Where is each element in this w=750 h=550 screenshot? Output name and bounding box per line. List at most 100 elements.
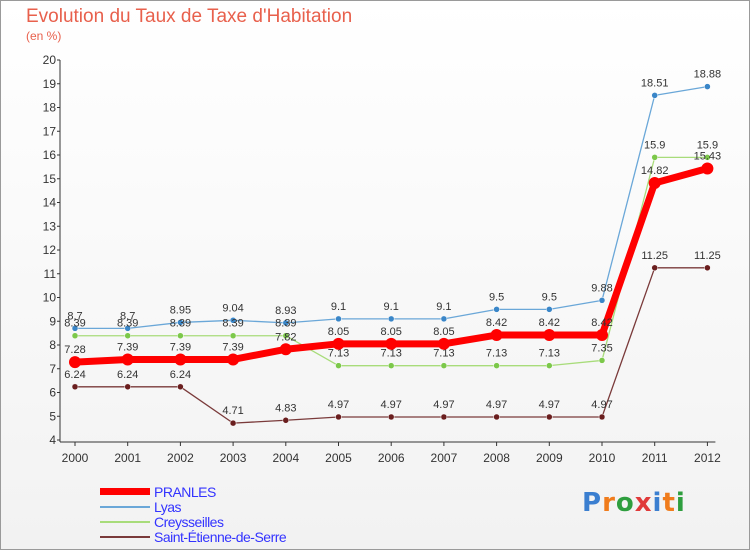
data-label-saint-etienne-de-serre: 4.83 (275, 402, 296, 414)
data-point-lyas (177, 319, 184, 326)
data-label-lyas: 8.95 (170, 304, 191, 316)
y-tick-label: 19 (43, 77, 57, 91)
data-label-creysseilles: 8.39 (64, 318, 85, 330)
data-label-pranles: 7.39 (222, 341, 243, 353)
data-label-creysseilles: 7.35 (591, 342, 612, 354)
x-tick-label: 2011 (642, 451, 668, 465)
data-label-saint-etienne-de-serre: 6.24 (64, 369, 85, 381)
data-label-saint-etienne-de-serre: 4.97 (486, 399, 507, 411)
data-label-saint-etienne-de-serre: 4.97 (380, 399, 401, 411)
data-point-saint-etienne-de-serre (493, 413, 500, 421)
data-label-pranles: 15.43 (694, 151, 722, 163)
data-label-pranles: 8.05 (380, 326, 401, 338)
data-point-lyas (546, 306, 553, 313)
y-tick-label: 14 (43, 196, 57, 210)
data-label-pranles: 8.42 (539, 317, 560, 329)
data-label-lyas: 9.5 (489, 291, 504, 303)
data-label-saint-etienne-de-serre: 4.97 (328, 399, 349, 411)
data-label-lyas: 18.88 (694, 69, 722, 81)
data-point-lyas (704, 83, 711, 90)
x-tick-label: 2010 (589, 451, 616, 465)
data-point-pranles (227, 353, 240, 366)
data-label-lyas: 8.7 (120, 310, 135, 322)
legend-label-saint-etienne-de-serre: Saint-Étienne-de-Serre (154, 529, 287, 545)
y-tick-label: 7 (49, 362, 56, 376)
data-point-saint-etienne-de-serre (229, 419, 237, 427)
data-label-lyas: 18.51 (641, 77, 669, 89)
data-point-creysseilles (335, 362, 342, 369)
data-point-creysseilles (493, 362, 500, 369)
x-tick-label: 2009 (536, 451, 563, 465)
data-point-pranles (279, 343, 292, 356)
data-point-lyas (229, 317, 237, 324)
y-tick-label: 6 (49, 386, 56, 400)
data-label-saint-etienne-de-serre: 6.24 (170, 369, 191, 381)
data-label-creysseilles: 7.13 (486, 348, 507, 360)
data-point-creysseilles (229, 332, 237, 339)
y-tick-label: 13 (43, 219, 57, 233)
legend-label-lyas: Lyas (154, 499, 182, 515)
data-label-saint-etienne-de-serre: 11.25 (641, 250, 668, 262)
y-tick-label: 4 (49, 433, 56, 447)
y-tick-label: 18 (43, 101, 57, 115)
data-label-pranles: 8.05 (433, 326, 454, 338)
data-point-lyas (335, 315, 342, 323)
y-tick-label: 5 (49, 409, 56, 423)
x-tick-label: 2002 (167, 451, 194, 465)
data-point-saint-etienne-de-serre (177, 383, 184, 391)
x-tick-label: 2004 (272, 451, 299, 465)
x-tick-label: 2007 (431, 451, 458, 465)
data-label-lyas: 9.5 (542, 291, 557, 303)
data-point-saint-etienne-de-serre (598, 413, 606, 421)
data-point-pranles (437, 337, 450, 350)
data-point-lyas (71, 325, 79, 332)
data-point-pranles (332, 337, 345, 350)
y-tick-label: 12 (43, 243, 57, 257)
data-point-pranles (596, 329, 608, 342)
data-label-pranles: 7.39 (117, 341, 138, 353)
data-label-pranles: 7.82 (275, 331, 296, 343)
data-point-pranles (121, 353, 134, 366)
data-point-creysseilles (440, 362, 448, 369)
data-point-saint-etienne-de-serre (440, 413, 448, 421)
data-label-pranles: 14.82 (641, 165, 669, 177)
x-tick-label: 2001 (114, 451, 141, 465)
data-label-pranles: 7.28 (64, 344, 85, 356)
data-point-lyas (598, 297, 606, 304)
data-point-creysseilles (387, 362, 395, 369)
data-label-saint-etienne-de-serre: 4.97 (591, 399, 612, 411)
data-point-saint-etienne-de-serre (704, 264, 711, 272)
data-point-creysseilles (546, 362, 553, 369)
data-point-saint-etienne-de-serre (651, 264, 658, 272)
y-tick-label: 8 (49, 338, 56, 352)
data-label-lyas: 9.04 (222, 302, 243, 314)
y-tick-label: 20 (43, 53, 57, 67)
data-point-saint-etienne-de-serre (546, 413, 553, 421)
data-point-creysseilles (704, 154, 711, 161)
data-label-creysseilles: 7.13 (539, 348, 560, 360)
x-tick-label: 2005 (325, 451, 352, 465)
y-tick-label: 11 (44, 267, 57, 281)
data-label-saint-etienne-de-serre: 4.97 (539, 399, 560, 411)
data-point-pranles (648, 177, 661, 190)
data-point-pranles (701, 162, 714, 175)
data-label-pranles: 8.42 (591, 317, 612, 329)
data-label-pranles: 8.05 (328, 326, 349, 338)
data-point-creysseilles (124, 332, 131, 339)
data-label-creysseilles: 8.39 (275, 318, 296, 330)
y-tick-label: 9 (49, 314, 56, 328)
data-point-lyas (124, 325, 131, 332)
data-label-creysseilles: 7.13 (380, 348, 401, 360)
chart-subtitle: (en %) (26, 29, 62, 43)
x-tick-label: 2006 (378, 451, 405, 465)
legend-swatch-lyas (100, 506, 150, 508)
x-tick-label: 2012 (694, 451, 721, 465)
data-point-saint-etienne-de-serre (71, 383, 79, 391)
data-label-creysseilles: 15.9 (644, 139, 665, 151)
data-point-lyas (651, 92, 658, 99)
y-tick-label: 15 (43, 172, 57, 186)
data-point-pranles (174, 353, 187, 366)
data-label-creysseilles: 8.39 (222, 318, 243, 330)
data-label-creysseilles: 7.13 (328, 348, 349, 360)
data-point-saint-etienne-de-serre (335, 413, 342, 421)
